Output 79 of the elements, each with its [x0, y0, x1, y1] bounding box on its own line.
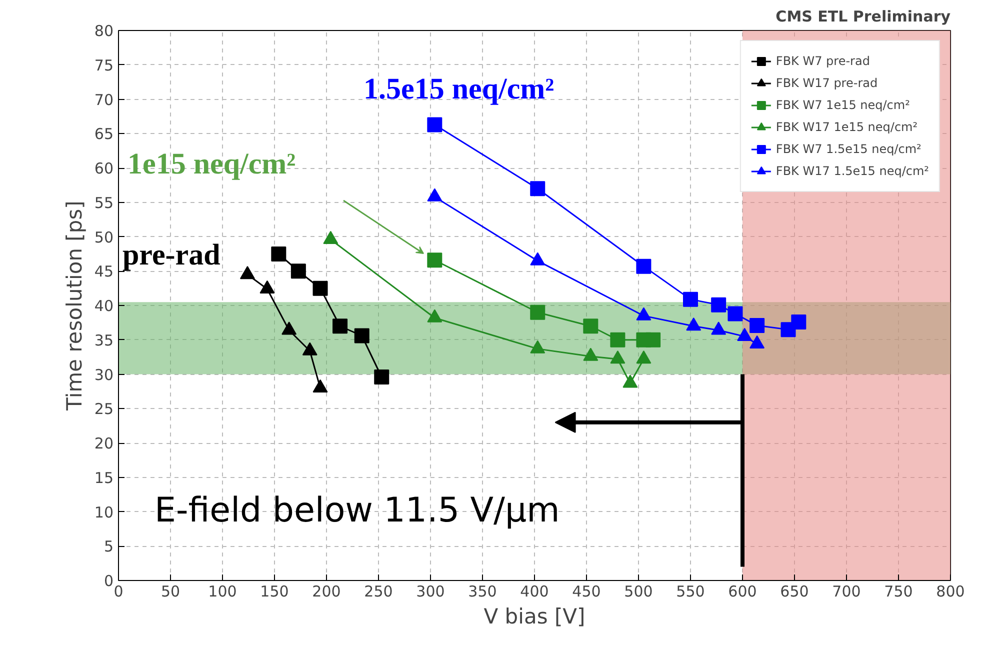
point — [791, 314, 806, 330]
legend-label: FBK W17 pre-rad — [776, 76, 878, 90]
x-tick-label: 100 — [208, 582, 237, 600]
y-tick-label: 55 — [94, 194, 114, 212]
y-tick-label: 20 — [94, 434, 114, 452]
x-tick-label: 550 — [676, 582, 705, 600]
x-tick-label: 150 — [260, 582, 289, 600]
point — [711, 297, 726, 312]
point — [711, 322, 726, 335]
point — [610, 332, 626, 348]
legend-label: FBK W17 1e15 neq/cm² — [776, 120, 918, 134]
point — [636, 307, 652, 320]
y-tick-label: 40 — [94, 297, 114, 315]
x-tick-label: 750 — [884, 582, 913, 600]
legend-label: FBK W17 1.5e15 neq/cm² — [776, 164, 929, 178]
point — [290, 264, 306, 279]
x-tick-label: 350 — [468, 582, 497, 600]
point — [530, 304, 546, 320]
point — [302, 342, 318, 356]
x-tick-label: 400 — [520, 582, 549, 600]
x-tick-label: 450 — [572, 582, 601, 600]
legend-label: FBK W7 pre-rad — [776, 54, 870, 68]
y-tick-label: 25 — [94, 400, 114, 418]
x-tick-label: 600 — [728, 582, 757, 600]
point — [271, 246, 286, 262]
legend-label: FBK W7 1.5e15 neq/cm² — [776, 142, 922, 156]
annotation: 1.5e15 neq/cm² — [364, 72, 554, 106]
point — [683, 292, 698, 307]
y-axis-title: Time resolution [ps] — [62, 200, 86, 412]
y-tick-label: 15 — [94, 468, 114, 487]
y-tick-label: 50 — [94, 228, 114, 246]
point — [750, 335, 765, 349]
point — [282, 322, 297, 335]
point — [636, 350, 652, 364]
annotation: 1e15 neq/cm² — [128, 148, 296, 180]
y-tick-label: 75 — [94, 56, 114, 74]
x-axis-title: V bias [V] — [484, 604, 586, 628]
point — [312, 280, 328, 296]
y-tick-label: 35 — [94, 331, 114, 350]
point — [354, 328, 370, 344]
point — [583, 348, 598, 361]
y-tick-label: 10 — [94, 503, 114, 522]
point — [583, 318, 598, 334]
annotation: pre-rad — [122, 238, 221, 272]
y-tick-label: 65 — [94, 125, 114, 144]
x-tick-label: 250 — [364, 582, 393, 600]
point — [737, 328, 752, 341]
point — [728, 306, 743, 322]
x-tick-label: 650 — [780, 582, 809, 600]
y-tick-label: 5 — [104, 538, 114, 556]
x-tick-label: 300 — [416, 582, 445, 600]
point — [427, 309, 442, 322]
x-tick-label: 50 — [160, 582, 180, 600]
point — [610, 350, 626, 364]
y-tick-label: 30 — [94, 366, 114, 384]
point — [622, 374, 638, 388]
point — [260, 280, 275, 294]
annotation: E-field below 11.5 V/µm — [154, 490, 560, 530]
y-tick-label: 70 — [94, 90, 114, 109]
y-tick-label: 60 — [94, 160, 114, 178]
point — [427, 117, 442, 132]
y-tick-label: 45 — [94, 262, 114, 281]
x-tick-label: 200 — [312, 582, 341, 600]
point — [427, 252, 442, 268]
point — [686, 318, 702, 331]
point — [750, 318, 765, 333]
chart-title: CMS ETL Preliminary — [776, 8, 951, 26]
legend-label: FBK W7 1e15 neq/cm² — [776, 98, 910, 112]
point — [636, 258, 652, 274]
point — [312, 379, 328, 393]
y-tick-label: 80 — [94, 22, 114, 40]
x-tick-label: 800 — [936, 582, 965, 600]
point — [530, 340, 546, 354]
x-tick-label: 700 — [832, 582, 861, 600]
point — [530, 181, 546, 196]
x-tick-label: 500 — [624, 582, 653, 600]
point — [646, 332, 661, 348]
point — [374, 370, 390, 384]
point — [332, 318, 348, 334]
